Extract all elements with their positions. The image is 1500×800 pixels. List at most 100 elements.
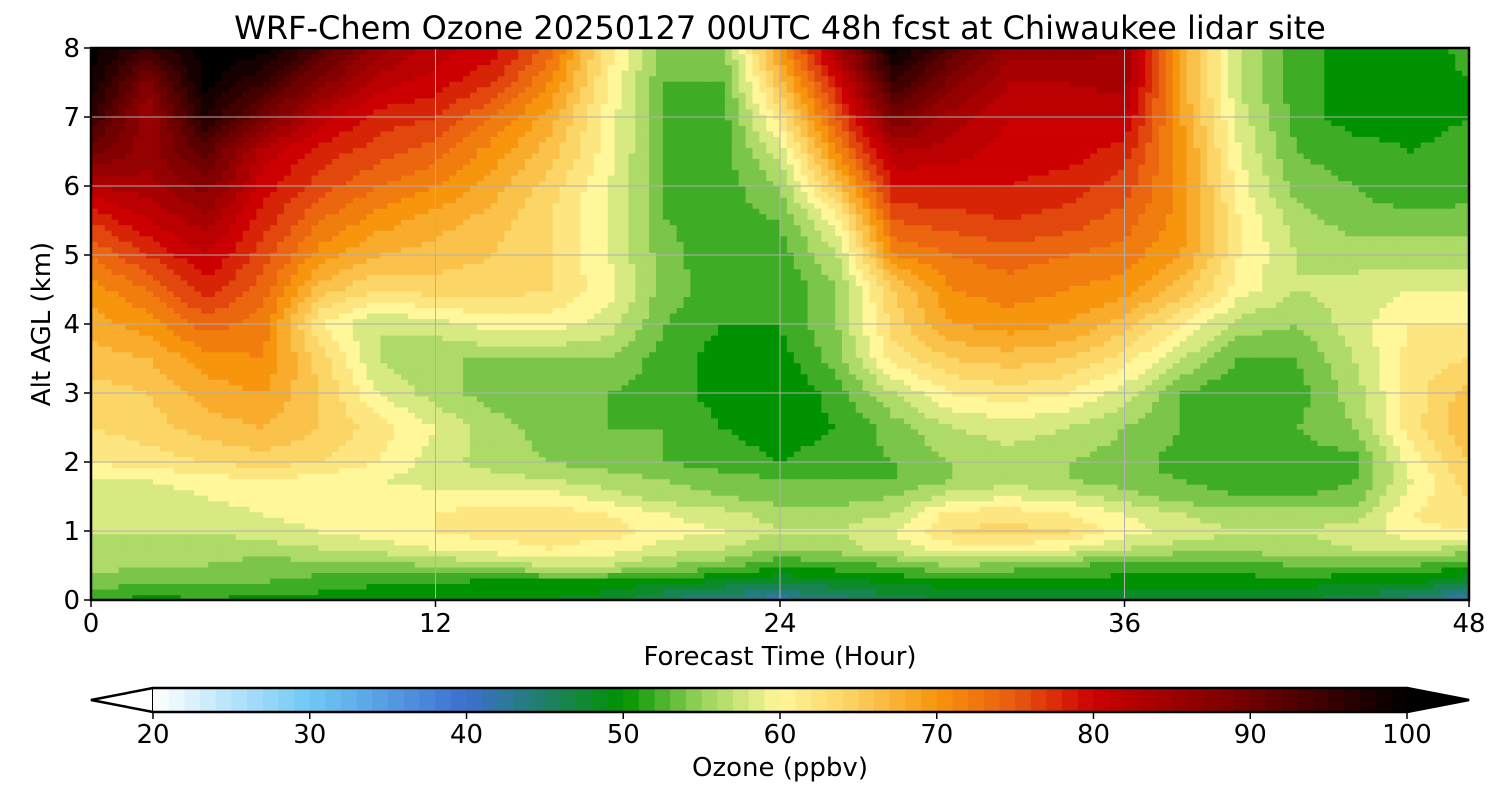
heatmap-cell xyxy=(545,555,554,562)
heatmap-cell xyxy=(897,473,905,480)
heatmap-cell xyxy=(118,577,127,585)
heatmap-cell xyxy=(1276,594,1284,600)
heatmap-cell xyxy=(655,506,664,513)
heatmap-cell xyxy=(1227,555,1236,562)
heatmap-cell xyxy=(1069,561,1077,568)
heatmap-cell xyxy=(1076,500,1084,507)
heatmap-cell xyxy=(263,522,271,529)
heatmap-cell xyxy=(91,577,99,585)
heatmap-cell xyxy=(1393,555,1401,562)
heatmap-cell xyxy=(780,473,788,480)
heatmap-cell xyxy=(917,583,926,590)
heatmap-cell xyxy=(104,517,113,524)
heatmap-cell xyxy=(821,566,829,573)
heatmap-cell xyxy=(835,489,843,496)
heatmap-cell xyxy=(1262,572,1270,579)
heatmap-cell xyxy=(1090,544,1098,551)
heatmap-cell xyxy=(270,506,278,513)
heatmap-cell xyxy=(986,489,995,496)
heatmap-cell xyxy=(904,561,912,568)
heatmap-cell xyxy=(111,577,120,585)
heatmap-cell xyxy=(828,566,836,573)
heatmap-cell xyxy=(463,539,471,546)
heatmap-cell xyxy=(1289,566,1298,573)
heatmap-cell xyxy=(1413,539,1422,546)
heatmap-cell xyxy=(883,566,891,573)
heatmap-cell xyxy=(807,511,816,518)
heatmap-cell xyxy=(662,544,671,551)
heatmap-cell xyxy=(297,484,306,491)
heatmap-cell xyxy=(1117,594,1126,600)
heatmap-cell xyxy=(325,588,333,596)
heatmap-cell xyxy=(1400,583,1408,590)
heatmap-cell xyxy=(697,478,705,485)
heatmap-cell xyxy=(883,522,891,529)
heatmap-cell xyxy=(1021,577,1029,585)
heatmap-cell xyxy=(924,572,933,579)
heatmap-cell xyxy=(318,594,326,600)
heatmap-cell xyxy=(497,583,505,590)
heatmap-cell xyxy=(1331,550,1339,557)
heatmap-cell xyxy=(1069,484,1077,491)
heatmap-cell xyxy=(614,522,623,529)
heatmap-cell xyxy=(807,495,816,502)
heatmap-cell xyxy=(1152,539,1160,546)
heatmap-cell xyxy=(194,572,202,579)
heatmap-cell xyxy=(724,511,733,518)
heatmap-cell xyxy=(731,566,740,573)
heatmap-cell xyxy=(304,550,313,557)
heatmap-cell xyxy=(855,533,864,540)
heatmap-cell xyxy=(173,555,182,562)
heatmap-cell xyxy=(476,489,485,496)
heatmap-cell xyxy=(449,517,457,524)
heatmap-cell xyxy=(449,583,457,590)
heatmap-cell xyxy=(380,467,388,474)
heatmap-cell xyxy=(442,462,450,469)
heatmap-cell xyxy=(1269,561,1277,568)
heatmap-cell xyxy=(180,544,189,551)
heatmap-cell xyxy=(1214,533,1222,540)
heatmap-cell xyxy=(862,489,871,496)
heatmap-cell xyxy=(1310,489,1319,496)
heatmap-cell xyxy=(972,473,981,480)
heatmap-cell xyxy=(1028,539,1036,546)
heatmap-cell xyxy=(325,594,333,600)
heatmap-cell xyxy=(607,555,616,562)
heatmap-cell xyxy=(1324,572,1332,579)
heatmap-cell xyxy=(600,500,609,507)
heatmap-cell xyxy=(159,511,168,518)
heatmap-cell xyxy=(442,506,450,513)
heatmap-cell xyxy=(724,572,733,579)
heatmap-cell xyxy=(1255,517,1263,524)
heatmap-cell xyxy=(1165,467,1174,474)
heatmap-cell xyxy=(290,555,299,562)
heatmap-cell xyxy=(1351,489,1360,496)
heatmap-cell xyxy=(215,522,223,529)
heatmap-cell xyxy=(1034,533,1043,540)
heatmap-cell xyxy=(552,550,561,557)
heatmap-cell xyxy=(1021,511,1029,518)
heatmap-cell xyxy=(959,550,967,557)
heatmap-cell xyxy=(869,462,878,469)
heatmap-cell xyxy=(1282,484,1291,491)
heatmap-cell xyxy=(621,522,630,529)
heatmap-cell xyxy=(435,500,443,507)
heatmap-cell xyxy=(332,566,340,573)
heatmap-cell xyxy=(1351,550,1360,557)
heatmap-cell xyxy=(1193,511,1201,518)
heatmap-cell xyxy=(1296,473,1305,480)
heatmap-cell xyxy=(221,544,230,551)
heatmap-cell xyxy=(566,533,574,540)
heatmap-cell xyxy=(993,555,1002,562)
heatmap-cell xyxy=(463,511,471,518)
heatmap-cell xyxy=(848,550,857,557)
heatmap-cell xyxy=(325,583,333,590)
heatmap-cell xyxy=(848,561,857,568)
heatmap-cell xyxy=(518,462,526,469)
heatmap-cell xyxy=(869,561,878,568)
heatmap-cell xyxy=(676,467,685,474)
heatmap-cell xyxy=(325,462,333,469)
heatmap-cell xyxy=(1214,583,1222,590)
heatmap-cell xyxy=(1296,484,1305,491)
heatmap-cell xyxy=(580,577,588,585)
